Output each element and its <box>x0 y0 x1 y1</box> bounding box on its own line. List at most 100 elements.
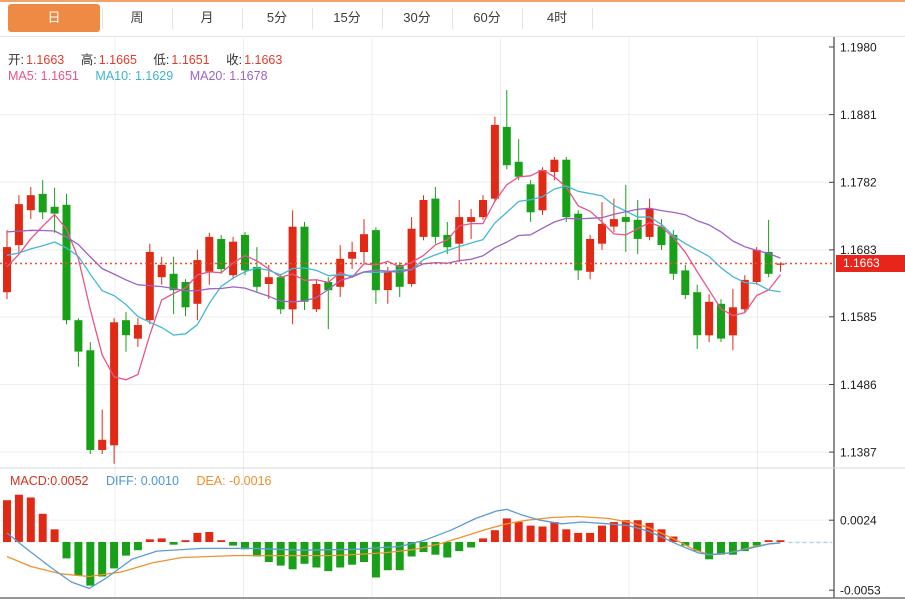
candle <box>360 234 368 252</box>
candle <box>728 307 737 336</box>
candle <box>50 206 59 214</box>
candle <box>62 204 71 321</box>
candle <box>14 204 23 246</box>
ma20-line <box>6 207 781 303</box>
tab-divider <box>102 8 103 29</box>
candle <box>467 217 476 222</box>
tab-30min[interactable]: 30分 <box>403 10 431 25</box>
candle <box>86 350 95 450</box>
candle <box>193 260 202 304</box>
tab-month[interactable]: 月 <box>200 10 214 25</box>
tab-divider <box>242 8 243 29</box>
tab-60min[interactable]: 60分 <box>473 10 501 25</box>
macd-bar <box>443 542 452 558</box>
price-tick-label: 1.1683 <box>840 243 877 257</box>
ma-lines-layer <box>6 169 782 381</box>
low-label: 低: <box>153 53 170 67</box>
macd-bar <box>98 542 107 577</box>
price-tick-label: 1.1881 <box>840 108 877 122</box>
macd-bar <box>657 529 666 542</box>
price-tick-label: 1.1980 <box>840 40 877 54</box>
candle <box>312 284 321 310</box>
macd-bar <box>479 538 487 542</box>
tab-divider <box>592 8 593 29</box>
ma10-line <box>6 185 781 336</box>
candle <box>621 217 630 222</box>
macd-bar <box>122 542 130 556</box>
ohlc-legend: 开: 1.1663 高: 1.1665 低: 1.1651 收: 1.1663 <box>8 49 295 68</box>
macd-bar <box>740 542 749 552</box>
macd-bar <box>276 542 285 566</box>
macd-bar <box>110 542 119 569</box>
diff-line <box>6 508 781 590</box>
macd-tick-label: 0.0024 <box>840 514 877 528</box>
macd-histogram-layer <box>3 494 785 586</box>
macd-bar <box>38 513 47 542</box>
tab-divider <box>522 8 523 29</box>
candle <box>38 193 47 213</box>
tab-week[interactable]: 周 <box>130 10 144 25</box>
candle <box>526 184 535 213</box>
candle <box>395 264 404 287</box>
macd-bar <box>455 542 464 552</box>
candle <box>740 279 749 310</box>
candle <box>181 282 190 308</box>
macd-bar <box>490 530 499 542</box>
close-label: 收: <box>226 53 243 67</box>
tab-day[interactable]: 日 <box>8 4 100 32</box>
candle <box>419 200 428 237</box>
macd-bar <box>752 542 761 546</box>
tab-15min[interactable]: 15分 <box>333 10 361 25</box>
close-value: 1.1663 <box>244 53 283 67</box>
macd-bar <box>586 532 595 542</box>
low-value: 1.1651 <box>171 53 210 67</box>
macd-bar <box>86 542 95 586</box>
candle <box>324 282 333 291</box>
tab-divider <box>452 8 453 29</box>
macd-bar <box>348 542 357 565</box>
candle <box>241 234 249 271</box>
dea-value: DEA: -0.0016 <box>196 474 272 488</box>
macd-bar <box>705 542 714 560</box>
macd-bar <box>431 542 440 555</box>
macd-bar <box>229 542 238 546</box>
high-label: 高: <box>80 53 97 67</box>
candle <box>252 267 261 287</box>
candle <box>26 195 35 211</box>
macd-bar <box>169 542 178 545</box>
macd-bar <box>383 542 392 571</box>
candle <box>133 325 142 339</box>
price-tick-label: 1.1585 <box>840 310 877 324</box>
ma-legend: MA5: 1.1651 MA10: 1.1629 MA20: 1.1678 <box>8 69 281 83</box>
macd-bar <box>50 529 59 542</box>
macd-bar <box>371 542 380 578</box>
candle <box>110 322 119 446</box>
macd-bar <box>681 542 690 546</box>
candle <box>3 247 11 293</box>
candle <box>407 228 416 284</box>
tab-divider <box>312 8 313 29</box>
macd-bar <box>728 542 737 555</box>
candle <box>169 273 178 291</box>
candle <box>586 239 595 272</box>
price-axis: 1.1980 1.1881 1.1782 1.1683 1.1585 1.1486 1.13… <box>829 37 881 598</box>
open-value: 1.1663 <box>25 53 65 67</box>
macd-bar <box>133 542 142 551</box>
candle <box>264 277 273 284</box>
tab-5min[interactable]: 5分 <box>266 10 288 25</box>
tab-4hour[interactable]: 4时 <box>546 10 568 25</box>
candle <box>609 219 618 227</box>
macd-bar <box>514 522 523 542</box>
candle <box>657 226 666 246</box>
macd-bar <box>621 520 630 542</box>
candle <box>669 234 678 274</box>
macd-bar <box>193 532 202 542</box>
candle <box>455 217 464 244</box>
candle <box>705 301 714 336</box>
candle <box>348 251 357 259</box>
diff-value: DIFF: 0.0010 <box>106 474 179 488</box>
candle <box>98 439 107 450</box>
macd-bar <box>502 518 511 542</box>
high-value: 1.1665 <box>98 53 137 67</box>
